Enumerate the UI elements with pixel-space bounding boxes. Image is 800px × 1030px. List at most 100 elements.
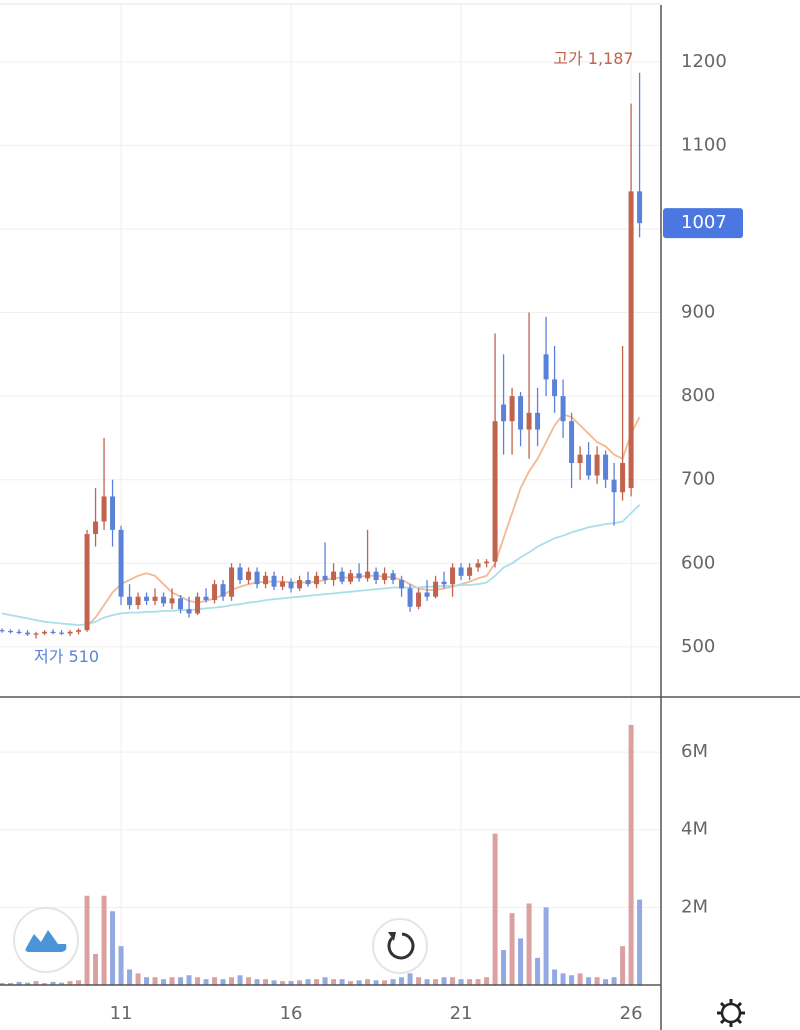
chart-type-button[interactable]	[13, 907, 79, 973]
volume-bar	[220, 979, 226, 985]
candle-body	[50, 631, 56, 634]
candle-body	[526, 412, 532, 430]
candle-body	[229, 567, 235, 597]
volume-bar	[212, 977, 218, 985]
volume-bar	[603, 979, 609, 985]
volume-bar	[492, 833, 498, 985]
volume-bar	[526, 903, 532, 985]
candle-body	[127, 596, 133, 606]
volume-bar	[42, 983, 48, 985]
volume-bar	[441, 977, 447, 985]
candle-body	[399, 579, 405, 589]
volume-tick-label: 6M	[681, 741, 708, 762]
layers	[0, 5, 661, 985]
volume-bar	[458, 979, 464, 985]
candle-body	[339, 571, 345, 582]
candle-body	[76, 630, 82, 632]
candle-body	[603, 454, 609, 480]
candle-body	[59, 632, 65, 634]
candle-body	[220, 584, 226, 597]
candle-body	[314, 575, 320, 585]
candle-body	[212, 584, 218, 601]
volume-bar	[59, 982, 65, 985]
candle-body	[586, 454, 592, 476]
volume-bar	[152, 977, 158, 985]
candle-body	[637, 191, 643, 224]
candle-body	[450, 567, 456, 585]
candle-body	[297, 579, 303, 589]
x-tick-label: 11	[110, 1003, 133, 1024]
x-tick-label: 26	[620, 1003, 643, 1024]
candle-body	[433, 581, 439, 597]
volume-tick-label: 4M	[681, 819, 708, 840]
volume-bar	[348, 981, 354, 985]
volume-bar	[229, 977, 235, 985]
volume-bar	[424, 979, 430, 985]
volume-bar	[637, 899, 643, 985]
volume-bar	[535, 957, 541, 985]
candle-body	[373, 571, 379, 580]
volume-bar	[484, 977, 490, 985]
volume-bar	[288, 981, 294, 985]
volume-bar	[373, 980, 379, 985]
last-price-box	[663, 208, 743, 239]
x-tick-label: 21	[450, 1003, 473, 1024]
candle-body	[611, 479, 617, 493]
volume-bar	[110, 911, 116, 985]
candle-body	[93, 521, 99, 535]
candle-body	[144, 596, 150, 601]
candle-body	[8, 630, 14, 633]
y-tick-label: 800	[681, 385, 715, 406]
volume-bar	[118, 946, 124, 985]
candle-body	[118, 529, 124, 597]
volume-bar	[356, 980, 362, 985]
candle-body	[280, 581, 286, 587]
candle-body	[110, 496, 116, 530]
candle-body	[169, 598, 175, 604]
candle-body	[84, 534, 90, 631]
high-annotation: 고가 1,187	[553, 49, 633, 68]
volume-bar	[331, 979, 337, 985]
candle-body	[569, 421, 575, 463]
candle-body	[67, 631, 73, 634]
candle-body	[594, 454, 600, 476]
candle-body	[305, 579, 311, 585]
candle-body	[271, 575, 277, 587]
volume-bar	[433, 979, 439, 985]
volume-tick-label: 2M	[681, 896, 708, 917]
candle-body	[518, 396, 524, 430]
volume-bar	[169, 977, 175, 985]
candle-body	[467, 567, 473, 576]
candle-body	[42, 631, 48, 634]
candle-body	[577, 454, 583, 463]
candle-body	[382, 573, 388, 580]
volume-bar	[271, 980, 277, 985]
volume-bar	[569, 975, 575, 985]
y-tick-label: 1100	[681, 134, 727, 155]
low-annotation: 저가 510	[34, 647, 99, 666]
volume-bar	[399, 977, 405, 985]
volume-bar	[416, 977, 422, 985]
reset-button[interactable]	[372, 918, 428, 974]
candle-body	[178, 598, 184, 610]
volume-bar	[76, 980, 82, 985]
candle-body	[25, 632, 31, 635]
settings-button[interactable]	[717, 999, 745, 1027]
volume-bar	[178, 977, 184, 985]
volume-bar	[450, 977, 456, 985]
y-tick-label: 500	[681, 636, 715, 657]
y-tick-label: 1200	[681, 51, 727, 72]
candle-body	[135, 596, 141, 606]
candle-body	[16, 631, 22, 634]
volume-bar	[620, 946, 626, 985]
candle-body	[33, 633, 39, 635]
volume-bar	[254, 979, 260, 985]
volume-bar	[16, 981, 22, 985]
volume-bar	[297, 980, 303, 985]
volume-bar	[101, 895, 107, 985]
x-tick-label: 16	[280, 1003, 303, 1024]
volume-bar	[246, 977, 252, 985]
candle-body	[552, 379, 558, 397]
candle-body	[535, 412, 541, 430]
volume-bar	[161, 979, 167, 985]
